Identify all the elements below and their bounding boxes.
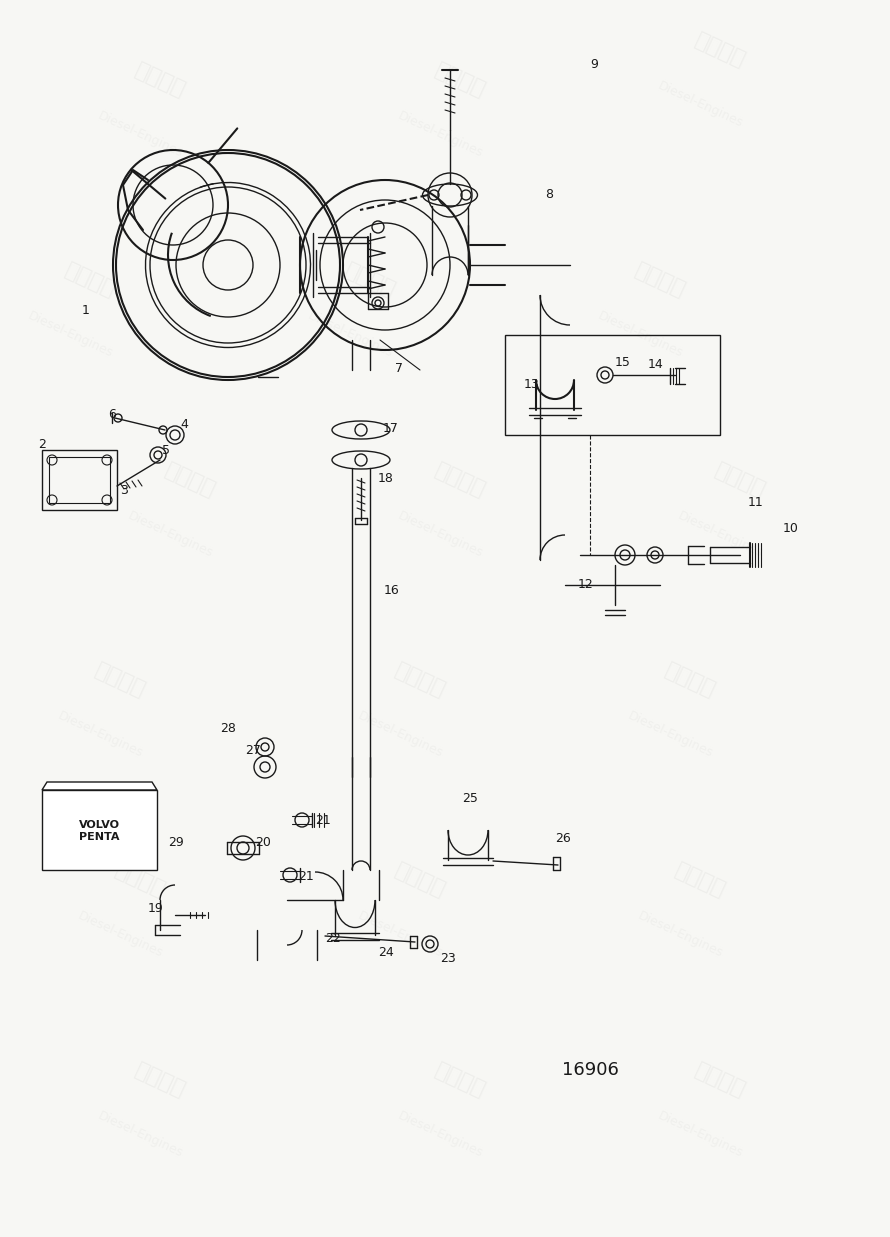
Text: VOLVO: VOLVO — [78, 820, 119, 830]
Text: Diesel-Engines: Diesel-Engines — [395, 1110, 485, 1160]
Text: 4: 4 — [180, 418, 188, 432]
Text: 16: 16 — [384, 584, 400, 596]
Text: 26: 26 — [555, 831, 570, 845]
Text: 3: 3 — [120, 484, 128, 496]
Text: 紫发动力: 紫发动力 — [132, 1060, 189, 1101]
Text: 紫发动力: 紫发动力 — [392, 860, 449, 901]
Text: Diesel-Engines: Diesel-Engines — [655, 1110, 745, 1160]
Text: 紫发动力: 紫发动力 — [432, 1060, 489, 1101]
Text: 16906: 16906 — [562, 1061, 619, 1079]
Text: 21: 21 — [315, 814, 331, 826]
Text: 紫发动力: 紫发动力 — [111, 860, 168, 901]
Text: Diesel-Engines: Diesel-Engines — [626, 710, 715, 761]
Text: 紫发动力: 紫发动力 — [692, 1060, 748, 1101]
Text: 28: 28 — [220, 721, 236, 735]
Polygon shape — [42, 782, 157, 790]
Text: 紫发动力: 紫发动力 — [661, 659, 718, 700]
Text: 紫发动力: 紫发动力 — [432, 460, 489, 501]
Text: 15: 15 — [615, 356, 631, 370]
Bar — [42, 450, 117, 510]
Text: 紫发动力: 紫发动力 — [632, 260, 689, 301]
Text: 24: 24 — [378, 945, 393, 959]
Text: 7: 7 — [395, 361, 403, 375]
Text: 20: 20 — [255, 836, 271, 850]
Text: Diesel-Engines: Diesel-Engines — [25, 309, 115, 360]
Bar — [505, 335, 720, 435]
Text: 紫发动力: 紫发动力 — [61, 260, 118, 301]
Text: 11: 11 — [748, 496, 764, 510]
Text: Diesel-Engines: Diesel-Engines — [655, 79, 745, 130]
Bar — [42, 790, 157, 870]
Text: Diesel-Engines: Diesel-Engines — [595, 309, 684, 360]
Text: 27: 27 — [245, 743, 261, 757]
Text: 10: 10 — [783, 522, 799, 534]
Text: Diesel-Engines: Diesel-Engines — [355, 710, 445, 761]
Text: 12: 12 — [578, 579, 594, 591]
Text: 紫发动力: 紫发动力 — [132, 59, 189, 100]
Text: Diesel-Engines: Diesel-Engines — [355, 909, 445, 960]
Text: 25: 25 — [462, 792, 478, 804]
Text: 紫发动力: 紫发动力 — [432, 59, 489, 100]
Text: 1: 1 — [82, 303, 90, 317]
Text: 9: 9 — [590, 58, 598, 72]
Text: 紫发动力: 紫发动力 — [92, 659, 149, 700]
Text: Diesel-Engines: Diesel-Engines — [125, 510, 214, 560]
Text: PENTA: PENTA — [78, 833, 119, 842]
Text: 29: 29 — [168, 836, 183, 850]
Text: Diesel-Engines: Diesel-Engines — [305, 309, 394, 360]
Text: 紫发动力: 紫发动力 — [692, 30, 748, 71]
Text: 17: 17 — [383, 422, 399, 434]
Text: 19: 19 — [148, 902, 164, 914]
Text: Diesel-Engines: Diesel-Engines — [635, 909, 724, 960]
Text: 8: 8 — [545, 188, 553, 202]
Text: Diesel-Engines: Diesel-Engines — [395, 510, 485, 560]
Text: 13: 13 — [524, 379, 539, 391]
Text: 6: 6 — [108, 408, 116, 422]
Text: 23: 23 — [440, 951, 456, 965]
Text: 22: 22 — [325, 931, 341, 945]
Bar — [49, 456, 110, 503]
Text: 14: 14 — [648, 359, 664, 371]
Text: Diesel-Engines: Diesel-Engines — [95, 110, 184, 161]
Text: Diesel-Engines: Diesel-Engines — [55, 710, 145, 761]
Text: Diesel-Engines: Diesel-Engines — [95, 1110, 184, 1160]
Text: 18: 18 — [378, 471, 394, 485]
Text: 2: 2 — [38, 438, 46, 452]
Text: Diesel-Engines: Diesel-Engines — [76, 909, 165, 960]
Text: Diesel-Engines: Diesel-Engines — [676, 510, 765, 560]
Text: 紫发动力: 紫发动力 — [342, 260, 399, 301]
Text: 紫发动力: 紫发动力 — [392, 659, 449, 700]
Text: 5: 5 — [162, 444, 170, 456]
Text: 紫发动力: 紫发动力 — [161, 460, 218, 501]
Text: 紫发动力: 紫发动力 — [672, 860, 729, 901]
Text: 21: 21 — [298, 871, 314, 883]
Text: 紫发动力: 紫发动力 — [711, 460, 768, 501]
Text: Diesel-Engines: Diesel-Engines — [395, 110, 485, 161]
